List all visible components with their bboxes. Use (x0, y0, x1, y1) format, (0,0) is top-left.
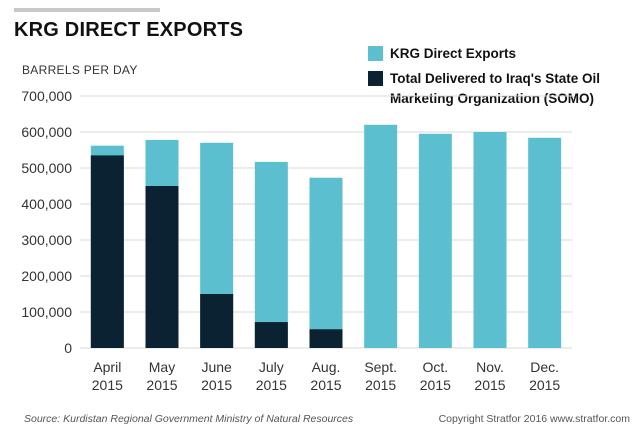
legend: KRG Direct Exports Total Delivered to Ir… (368, 44, 630, 114)
x-tick-label: Oct. (422, 359, 448, 375)
y-tick-label: 200,000 (21, 268, 72, 284)
y-tick-label: 400,000 (21, 196, 72, 212)
bar-somo-delivered (200, 294, 234, 348)
x-tick-label: 2015 (92, 377, 123, 393)
legend-swatch-krg-exports (368, 46, 383, 61)
x-tick-label: May (149, 359, 175, 375)
x-tick-label: Nov. (476, 359, 504, 375)
y-tick-label: 100,000 (21, 304, 72, 320)
y-tick-label: 600,000 (21, 124, 72, 140)
copyright-note: Copyright Stratfor 2016 www.stratfor.com (438, 413, 630, 425)
x-axis-tick-labels: April 2015 May 2015 June 2015 July 2015 Aug. 2015… (92, 359, 561, 393)
x-tick-label: June (201, 359, 232, 375)
bar-somo-delivered (254, 322, 288, 348)
x-tick-label: 2015 (420, 377, 451, 393)
legend-item-krg-exports: KRG Direct Exports (368, 44, 630, 64)
legend-label-somo: Total Delivered to Iraq's State Oil Mark… (390, 71, 601, 106)
bar-krg-direct-exports (528, 137, 562, 348)
bar-krg-direct-exports (309, 177, 343, 348)
x-tick-label: 2015 (474, 377, 505, 393)
y-tick-label: 300,000 (21, 232, 72, 248)
header-rule (14, 8, 160, 12)
source-note: Source: Kurdistan Regional Government Mi… (24, 413, 354, 425)
chart-title: KRG DIRECT EXPORTS (14, 19, 244, 41)
x-tick-label: 2015 (201, 377, 232, 393)
x-tick-label: 2015 (146, 377, 177, 393)
x-tick-label: 2015 (365, 377, 396, 393)
y-axis-unit-label: BARRELS PER DAY (22, 63, 138, 77)
y-tick-label: 500,000 (21, 160, 72, 176)
x-tick-label: July (259, 359, 284, 375)
x-tick-label: Aug. (312, 359, 341, 375)
bar-krg-direct-exports (364, 124, 398, 348)
y-tick-label: 700,000 (21, 88, 72, 104)
x-tick-label: 2015 (256, 377, 287, 393)
bar-krg-direct-exports (254, 161, 288, 348)
legend-item-somo: Total Delivered to Iraq's State Oil Mark… (368, 69, 630, 109)
legend-swatch-somo (368, 71, 383, 86)
bars (90, 124, 562, 348)
x-tick-label: 2015 (529, 377, 560, 393)
bar-somo-delivered (309, 329, 343, 348)
y-axis-tick-labels: 0 100,000 200,000 300,000 400,000 500,000 600,… (21, 88, 72, 356)
legend-label-krg-exports: KRG Direct Exports (390, 46, 517, 61)
bar-somo-delivered (145, 186, 179, 348)
x-tick-label: Dec. (530, 359, 559, 375)
x-tick-label: 2015 (310, 377, 341, 393)
x-tick-label: April (93, 359, 121, 375)
x-tick-label: Sept. (364, 359, 397, 375)
bar-somo-delivered (90, 155, 124, 348)
bar-krg-direct-exports (473, 132, 507, 348)
y-tick-label: 0 (64, 340, 72, 356)
bar-krg-direct-exports (418, 133, 452, 348)
